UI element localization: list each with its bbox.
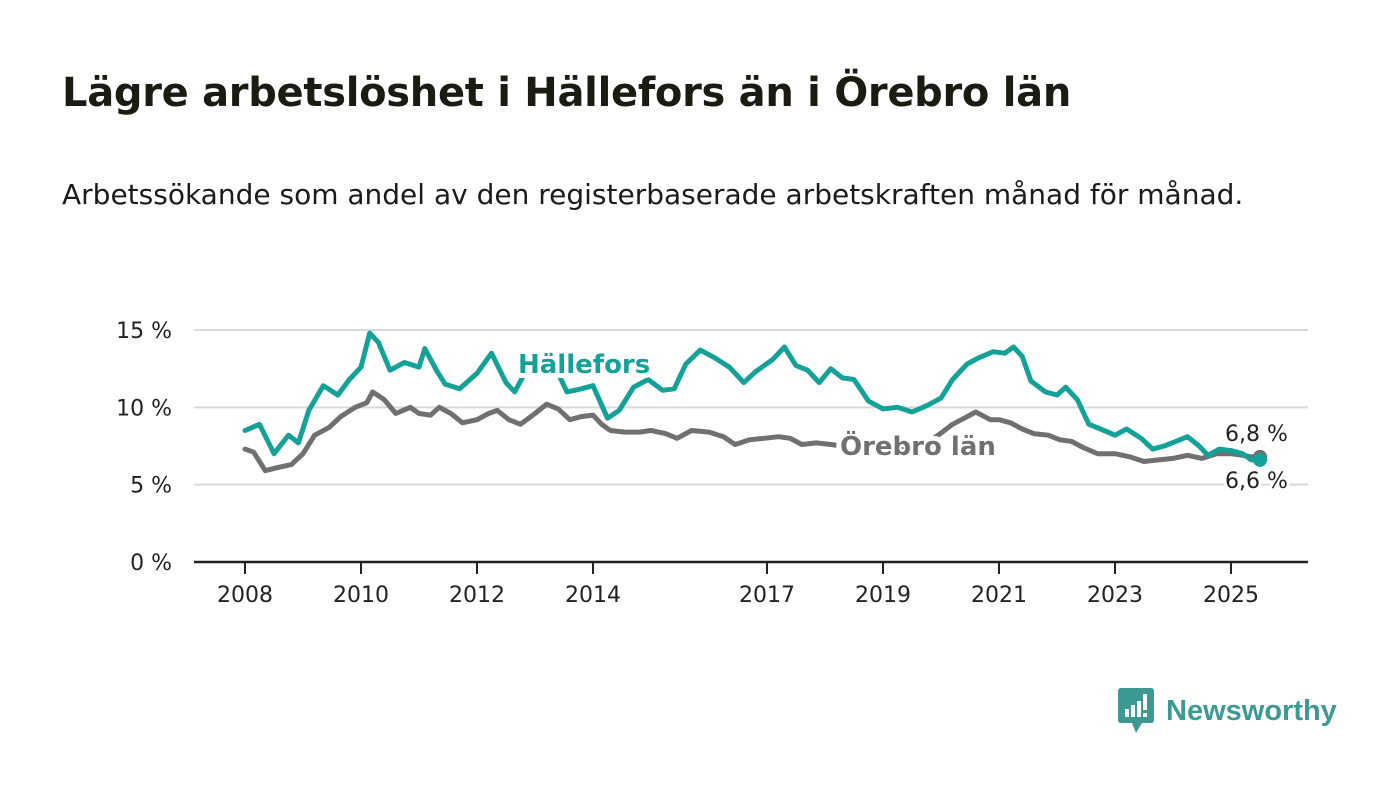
x-tick-label: 2021	[971, 583, 1027, 608]
x-tick-label: 2012	[449, 583, 505, 608]
x-tick-label: 2010	[333, 583, 389, 608]
hallefors-end-label: 6,6 %	[1225, 469, 1288, 494]
orebro-end-label: 6,8 %	[1225, 422, 1288, 447]
hallefors-end-point	[1253, 452, 1267, 467]
y-axis-ticks: 0 % 5 % 10 % 15 %	[116, 319, 172, 576]
chart-title: Lägre arbetslöshet i Hällefors än i Öreb…	[62, 70, 1071, 116]
x-tick-label: 2023	[1087, 583, 1143, 608]
chart-subtitle: Arbetssökande som andel av den registerb…	[62, 178, 1244, 211]
y-tick-label: 10 %	[116, 396, 172, 421]
x-tick-label: 2014	[565, 583, 621, 608]
y-tick-label: 5 %	[130, 474, 172, 499]
series-lines	[242, 330, 1267, 474]
newsworthy-logo-icon	[1118, 688, 1154, 733]
brand-logo-block: Newsworthy	[1118, 688, 1337, 734]
series-labels: Hällefors Örebro län 6,8 % 6,6 %	[513, 345, 1291, 497]
x-axis-ticks: 2008 2010 2012 2014 2017 2019 2021 2023 2025	[217, 562, 1259, 608]
x-tick-label: 2019	[855, 583, 911, 608]
orebro-series-label: Örebro län	[840, 429, 996, 462]
hallefors-series-label: Hällefors	[518, 350, 650, 380]
brand-name: Newsworthy	[1166, 694, 1337, 727]
x-tick-label: 2017	[739, 583, 795, 608]
hallefors-series-line	[242, 330, 1263, 463]
grid-lines	[194, 329, 1308, 486]
y-tick-label: 0 %	[130, 551, 172, 576]
y-tick-label: 15 %	[116, 319, 172, 344]
x-tick-label: 2008	[217, 583, 273, 608]
orebro-series-line	[242, 389, 1263, 474]
x-tick-label: 2025	[1203, 583, 1259, 608]
